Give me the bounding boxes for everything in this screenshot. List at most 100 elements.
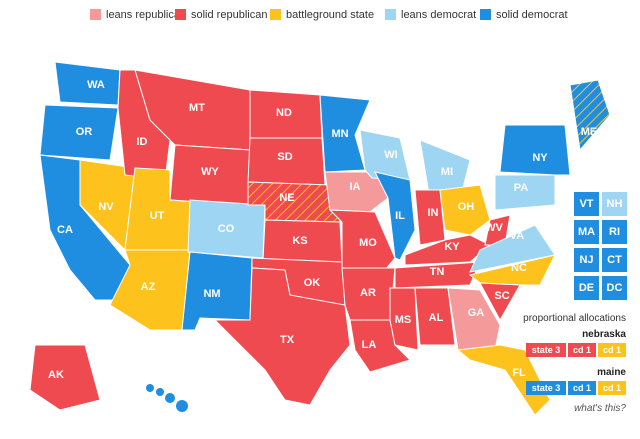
small-state-box: [574, 192, 599, 216]
allocation-chip: [598, 381, 626, 395]
state-label: OH: [458, 201, 475, 213]
state-label: NJ: [579, 254, 593, 266]
state-label: OK: [304, 277, 321, 289]
state-shape: [456, 344, 551, 416]
state-label: MA: [578, 226, 595, 238]
state-label: ID: [137, 136, 148, 148]
state-label: NM: [203, 288, 220, 300]
state-label: TN: [430, 266, 445, 278]
state-label: IA: [350, 181, 361, 193]
state-shape: [394, 261, 481, 289]
state-label: WI: [384, 149, 397, 161]
state-label: AL: [429, 312, 444, 324]
legend-swatch: [270, 9, 281, 20]
state-label: AR: [360, 287, 376, 299]
state-label: GA: [468, 307, 485, 319]
small-state-box: [574, 276, 599, 300]
state-label: IL: [395, 210, 405, 222]
allocations-title: proportional allocations: [523, 313, 626, 324]
state-shape: [414, 287, 456, 346]
state-label: AK: [48, 369, 64, 381]
state-label: ND: [276, 107, 292, 119]
state-label: DE: [579, 282, 594, 294]
state-shape: [374, 171, 416, 261]
island: [176, 400, 188, 412]
allocation-chip: [598, 343, 626, 357]
group-name: nebraska: [582, 329, 626, 340]
small-state-box: [602, 276, 627, 300]
chip-label: cd 1: [573, 345, 591, 355]
chip-label: cd 1: [573, 383, 591, 393]
state-label: OR: [76, 126, 93, 138]
state-label: IN: [428, 207, 439, 219]
state-label: MO: [359, 237, 377, 249]
state-label: NV: [98, 201, 114, 213]
state-label: WA: [87, 79, 105, 91]
state-label: MI: [441, 166, 453, 178]
state-label: NY: [532, 152, 548, 164]
chip-label: cd 1: [603, 345, 621, 355]
state-label: NC: [511, 262, 527, 274]
legend-label: solid republican: [191, 9, 267, 21]
state-shape: [213, 267, 351, 406]
legend-label: battleground state: [286, 9, 374, 21]
state-label: SC: [494, 290, 509, 302]
state-label: RI: [609, 226, 620, 238]
state-label: CA: [57, 224, 73, 236]
legend-label: solid democrat: [496, 9, 568, 21]
legend-swatch: [385, 9, 396, 20]
state-label: CT: [607, 254, 622, 266]
state-label: DC: [607, 282, 623, 294]
state-shape: [494, 174, 556, 211]
state-shape: [39, 104, 119, 161]
chip-label: cd 1: [603, 383, 621, 393]
state-label: VA: [510, 230, 525, 242]
state-shape: [439, 184, 491, 236]
state-label: VT: [579, 198, 593, 210]
state-label: PA: [514, 182, 529, 194]
state-shape: [468, 254, 556, 286]
state-label: LA: [362, 339, 377, 351]
island: [165, 393, 175, 403]
state-label: SD: [277, 151, 292, 163]
state-label: NE: [279, 192, 294, 204]
island: [146, 384, 154, 392]
state-shape: [569, 79, 611, 152]
chip-label: state 3: [532, 345, 561, 355]
state-label: WY: [201, 166, 219, 178]
help-link[interactable]: what's this?: [574, 403, 626, 414]
state-shape: [499, 124, 571, 176]
small-state-box: [574, 248, 599, 272]
state-label: FL: [512, 367, 526, 379]
state-label: MS: [395, 314, 412, 326]
small-state-box: [602, 220, 627, 244]
state-shape: [319, 94, 371, 173]
state-shape: [447, 287, 501, 351]
small-state-box: [602, 248, 627, 272]
legend-label: leans democrat: [401, 9, 476, 21]
allocation-chip: [568, 343, 596, 357]
allocation-chip: [568, 381, 596, 395]
state-label: ME: [581, 126, 598, 138]
legend-swatch: [90, 9, 101, 20]
state-label: WV: [485, 222, 503, 234]
state-shape: [479, 282, 521, 322]
allocation-chip: [526, 381, 566, 395]
state-label: KS: [292, 235, 307, 247]
legend-label: leans republican: [106, 9, 186, 21]
small-state-box: [574, 220, 599, 244]
group-name: maine: [597, 367, 626, 378]
small-state-box: [602, 192, 627, 216]
state-label: AZ: [141, 281, 156, 293]
allocation-chip: [526, 343, 566, 357]
state-label: UT: [150, 210, 165, 222]
state-label: MT: [189, 102, 205, 114]
chip-label: state 3: [532, 383, 561, 393]
state-label: MN: [331, 128, 348, 140]
state-shape: [29, 344, 101, 411]
legend-swatch: [480, 9, 491, 20]
island: [156, 388, 164, 396]
legend-swatch: [175, 9, 186, 20]
state-label: KY: [444, 241, 460, 253]
